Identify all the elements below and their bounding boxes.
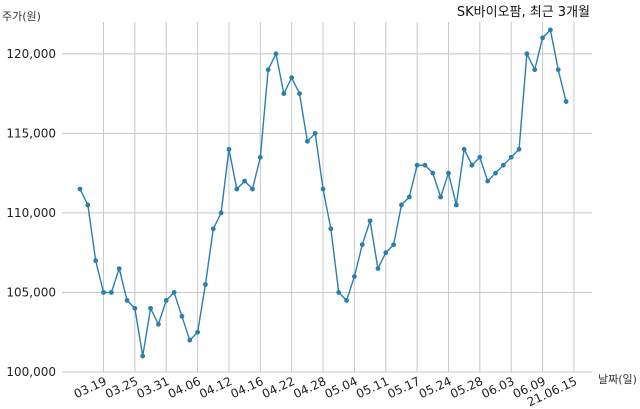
data-point	[265, 67, 271, 73]
data-point	[508, 154, 514, 160]
data-point	[446, 170, 451, 176]
data-point	[250, 186, 255, 192]
data-point	[438, 194, 444, 200]
grid-layer	[62, 22, 592, 373]
y-tick-label: 115,000	[6, 126, 56, 140]
data-point	[359, 242, 365, 248]
data-point	[77, 186, 83, 192]
data-point	[132, 305, 138, 311]
data-point	[477, 154, 483, 160]
data-point	[524, 51, 530, 57]
data-point	[234, 186, 240, 192]
data-point	[203, 282, 208, 287]
data-point	[430, 170, 436, 176]
data-point	[532, 67, 538, 73]
data-point	[461, 146, 467, 152]
data-point	[116, 266, 122, 271]
x-tick-labels: 03.1903.2503.3104.0604.1204.1604.2204.28…	[72, 374, 579, 409]
y-axis-label: 주가(원)	[2, 10, 41, 23]
data-point	[375, 266, 381, 271]
data-point	[171, 290, 177, 295]
data-point	[383, 250, 389, 256]
y-tick-label: 110,000	[6, 206, 56, 220]
data-point	[148, 305, 153, 311]
series-layer	[77, 27, 569, 359]
data-point	[320, 186, 326, 192]
y-tick-label: 100,000	[6, 365, 56, 379]
data-point	[281, 91, 287, 96]
y-tick-labels: 100,000 105,000 110,000 115,000 120,000	[6, 47, 56, 379]
data-point	[93, 258, 99, 264]
data-point	[548, 27, 553, 33]
data-point	[414, 162, 420, 168]
data-point	[195, 329, 201, 335]
data-point	[516, 146, 522, 152]
data-point	[367, 218, 373, 224]
data-point	[563, 99, 569, 104]
data-point	[226, 146, 232, 152]
data-point	[312, 130, 318, 136]
data-point	[422, 162, 428, 168]
data-point	[179, 313, 185, 319]
data-point	[273, 51, 279, 57]
data-point	[406, 194, 412, 200]
data-point	[210, 226, 216, 232]
y-tick-label: 120,000	[6, 47, 56, 61]
data-point	[453, 202, 459, 208]
data-point	[101, 290, 106, 295]
data-point	[555, 67, 561, 73]
chart-title: SK바이오팜, 최근 3개월	[457, 5, 590, 20]
data-point	[328, 226, 334, 232]
data-point	[140, 353, 146, 359]
data-point	[391, 242, 396, 248]
data-point	[304, 138, 310, 144]
data-point	[297, 91, 302, 96]
data-point	[485, 178, 491, 184]
data-point	[108, 290, 114, 295]
data-point	[500, 162, 506, 168]
data-point	[336, 290, 342, 295]
data-point	[540, 35, 545, 41]
data-point	[344, 298, 349, 303]
data-point	[187, 337, 193, 343]
data-point	[85, 202, 91, 208]
data-point	[218, 210, 224, 216]
data-point	[257, 154, 263, 160]
data-point	[242, 178, 248, 184]
data-point	[124, 298, 130, 303]
data-point	[469, 162, 475, 168]
data-point	[352, 274, 357, 279]
data-point	[399, 202, 404, 208]
y-tick-label: 105,000	[6, 285, 56, 299]
data-point	[493, 170, 498, 176]
data-point	[163, 298, 169, 303]
data-point	[289, 75, 295, 81]
data-point	[156, 321, 161, 327]
x-axis-label: 날짜(일)	[598, 372, 637, 386]
